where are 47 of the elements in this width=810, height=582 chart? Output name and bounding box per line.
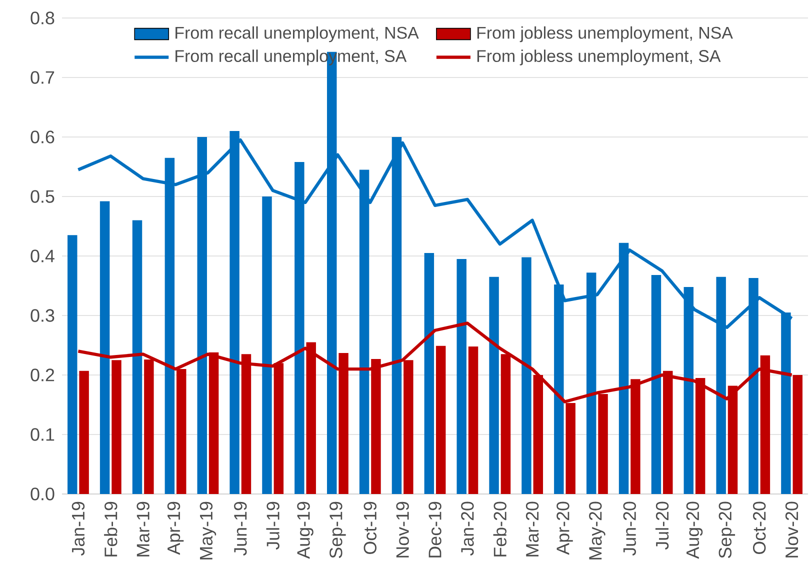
x-tick-label: Sep-20 [718, 502, 736, 558]
x-tick-label: May-19 [200, 502, 216, 560]
x-tick-label: Jan-20 [461, 502, 474, 556]
bar [262, 196, 272, 494]
x-tick-label: Feb-20 [493, 502, 506, 556]
x-tick-label: Apr-19 [167, 502, 184, 555]
y-tick-label: 0.0 [30, 488, 54, 500]
y-tick-label: 0.4 [30, 250, 54, 262]
x-tick-label: Nov-20 [785, 502, 798, 558]
y-tick-label: 0.6 [30, 130, 54, 144]
bar [436, 346, 446, 494]
x-tick-label: Oct-19 [364, 502, 376, 554]
x-tick-label: Sep-19 [330, 502, 346, 558]
x-tick-label: Mar-19 [136, 502, 150, 556]
bar [651, 275, 662, 494]
bar [424, 253, 434, 494]
x-tick-label: Dec-19 [428, 502, 442, 558]
bar [79, 370, 89, 494]
x-tick-label: May-20 [589, 502, 606, 560]
legend-label: From jobless unemployment, NSA [477, 26, 733, 42]
bar [489, 276, 499, 494]
y-tick-label: 0.8 [30, 12, 54, 24]
bar [68, 235, 78, 494]
x-tick-label: Jul-19 [266, 502, 280, 550]
x-tick-label: Jun-20 [623, 502, 636, 556]
x-tick-label: Mar-20 [526, 502, 539, 556]
legend-label: From jobless unemployment, SA [477, 50, 721, 66]
bar [468, 346, 478, 494]
legend-label: From recall unemployment, NSA [176, 26, 419, 42]
y-tick-label: 0.2 [30, 368, 54, 382]
x-tick-label: Oct-20 [752, 502, 766, 554]
bar [100, 201, 110, 494]
y-tick-label: 0.5 [30, 190, 54, 203]
bar [456, 258, 466, 494]
x-tick-label: Aug-19 [297, 502, 314, 559]
bar [522, 257, 532, 494]
y-tick-label: 0.7 [30, 71, 54, 84]
x-tick-label: Apr-20 [556, 502, 573, 555]
bar [132, 220, 142, 494]
x-tick-label: Jan-19 [72, 502, 85, 556]
x-tick-label: Aug-20 [686, 502, 703, 559]
x-tick-label: Feb-19 [104, 502, 118, 556]
y-tick-label: 0.1 [30, 428, 54, 441]
y-tick-label: 0.3 [30, 309, 54, 322]
x-tick-label: Nov-19 [396, 502, 409, 558]
x-tick-label: Jul-20 [655, 502, 669, 550]
x-tick-label: Jun-19 [234, 502, 247, 556]
